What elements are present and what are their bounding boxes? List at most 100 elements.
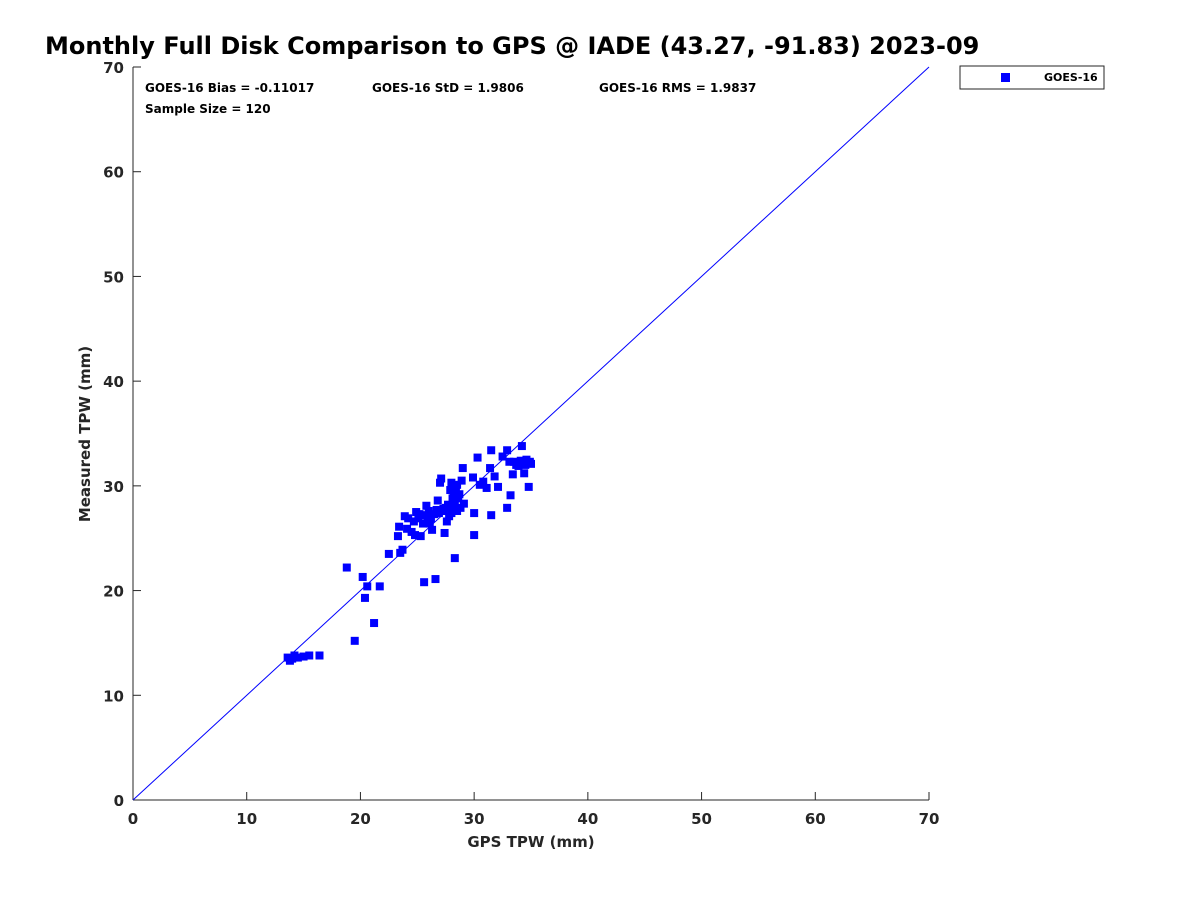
data-point (450, 554, 459, 563)
legend: GOES-16 (959, 65, 1105, 90)
data-point (409, 517, 418, 526)
data-point (425, 519, 434, 528)
data-point (521, 460, 530, 469)
data-point (448, 504, 457, 513)
data-point (358, 572, 367, 581)
data-point (437, 474, 446, 483)
data-point (459, 499, 468, 508)
data-point (482, 483, 491, 492)
data-point (517, 442, 526, 451)
data-point (384, 549, 393, 558)
y-axis-label: Measured TPW (mm) (76, 346, 94, 522)
one-to-one-reference-line (132, 66, 930, 801)
data-point (411, 531, 420, 540)
data-point (453, 480, 462, 489)
data-point (470, 509, 479, 518)
data-point (450, 499, 459, 508)
y-tick-label: 0 (114, 792, 124, 810)
y-tick-label: 60 (103, 164, 124, 182)
x-tick-label: 0 (128, 810, 138, 828)
data-point (456, 503, 465, 512)
y-tick-label: 20 (103, 583, 124, 601)
x-tick-label: 20 (350, 810, 371, 828)
data-point (514, 461, 523, 470)
data-point (415, 510, 424, 519)
data-point (393, 532, 402, 541)
data-point (506, 491, 515, 500)
data-point (479, 477, 488, 486)
data-point (403, 524, 412, 533)
y-tick-label: 30 (103, 478, 124, 496)
y-tick-label: 40 (103, 373, 124, 391)
data-point (503, 446, 512, 455)
x-axis-label: GPS TPW (mm) (467, 833, 594, 851)
data-point (420, 578, 429, 587)
y-axis-ticks: 0 10 20 30 40 50 60 70 (103, 59, 141, 810)
data-point (418, 519, 427, 528)
x-tick-label: 50 (691, 810, 712, 828)
y-tick-label: 10 (103, 687, 124, 705)
data-point (363, 582, 372, 591)
data-point (404, 514, 413, 523)
data-point (457, 476, 466, 485)
data-point (315, 651, 324, 660)
data-point (426, 514, 435, 523)
data-point (470, 531, 479, 540)
legend-box (959, 65, 1105, 90)
data-point (293, 653, 302, 662)
data-point (449, 491, 458, 500)
data-point (440, 528, 449, 537)
data-point (498, 452, 507, 461)
data-point (447, 478, 456, 487)
data-point (527, 459, 535, 468)
legend-label: GOES-16 (1044, 71, 1098, 84)
data-point (416, 532, 425, 541)
data-point (421, 511, 430, 520)
x-tick-label: 60 (805, 810, 826, 828)
data-point (458, 464, 467, 473)
data-point (442, 517, 451, 526)
chart-title: Monthly Full Disk Comparison to GPS @ IA… (45, 32, 979, 60)
x-tick-label: 70 (919, 810, 940, 828)
sample-size-stat: Sample Size = 120 (145, 102, 271, 116)
data-point (431, 575, 440, 584)
bias-stat: GOES-16 Bias = -0.11017 (145, 81, 314, 95)
data-point (430, 510, 439, 519)
data-point (490, 472, 499, 481)
x-axis-ticks: 0 10 20 30 40 50 60 70 (128, 792, 940, 828)
data-point (487, 446, 496, 455)
data-point (520, 469, 529, 478)
data-point (505, 457, 514, 466)
data-point (350, 636, 359, 645)
data-point (487, 511, 496, 520)
data-point (486, 464, 495, 473)
data-point (443, 500, 452, 509)
data-point (360, 593, 369, 602)
data-point (473, 453, 482, 462)
data-point (503, 503, 512, 512)
data-points (283, 442, 535, 665)
data-point (414, 514, 423, 523)
data-point (422, 501, 431, 510)
x-tick-label: 30 (464, 810, 485, 828)
data-point (516, 456, 525, 465)
x-tick-label: 10 (236, 810, 257, 828)
rms-stat: GOES-16 RMS = 1.9837 (599, 81, 756, 95)
data-point (454, 494, 463, 503)
data-point (469, 473, 478, 482)
data-point (370, 619, 379, 628)
data-point (494, 482, 503, 491)
legend-marker (1001, 73, 1010, 82)
data-point (299, 652, 308, 661)
x-tick-label: 40 (577, 810, 598, 828)
data-point (375, 582, 384, 591)
y-tick-label: 70 (103, 59, 124, 77)
std-stat: GOES-16 StD = 1.9806 (372, 81, 524, 95)
data-point (446, 486, 455, 495)
data-point (524, 482, 533, 491)
data-point (398, 545, 407, 554)
data-point (395, 522, 404, 531)
data-point (433, 496, 442, 505)
